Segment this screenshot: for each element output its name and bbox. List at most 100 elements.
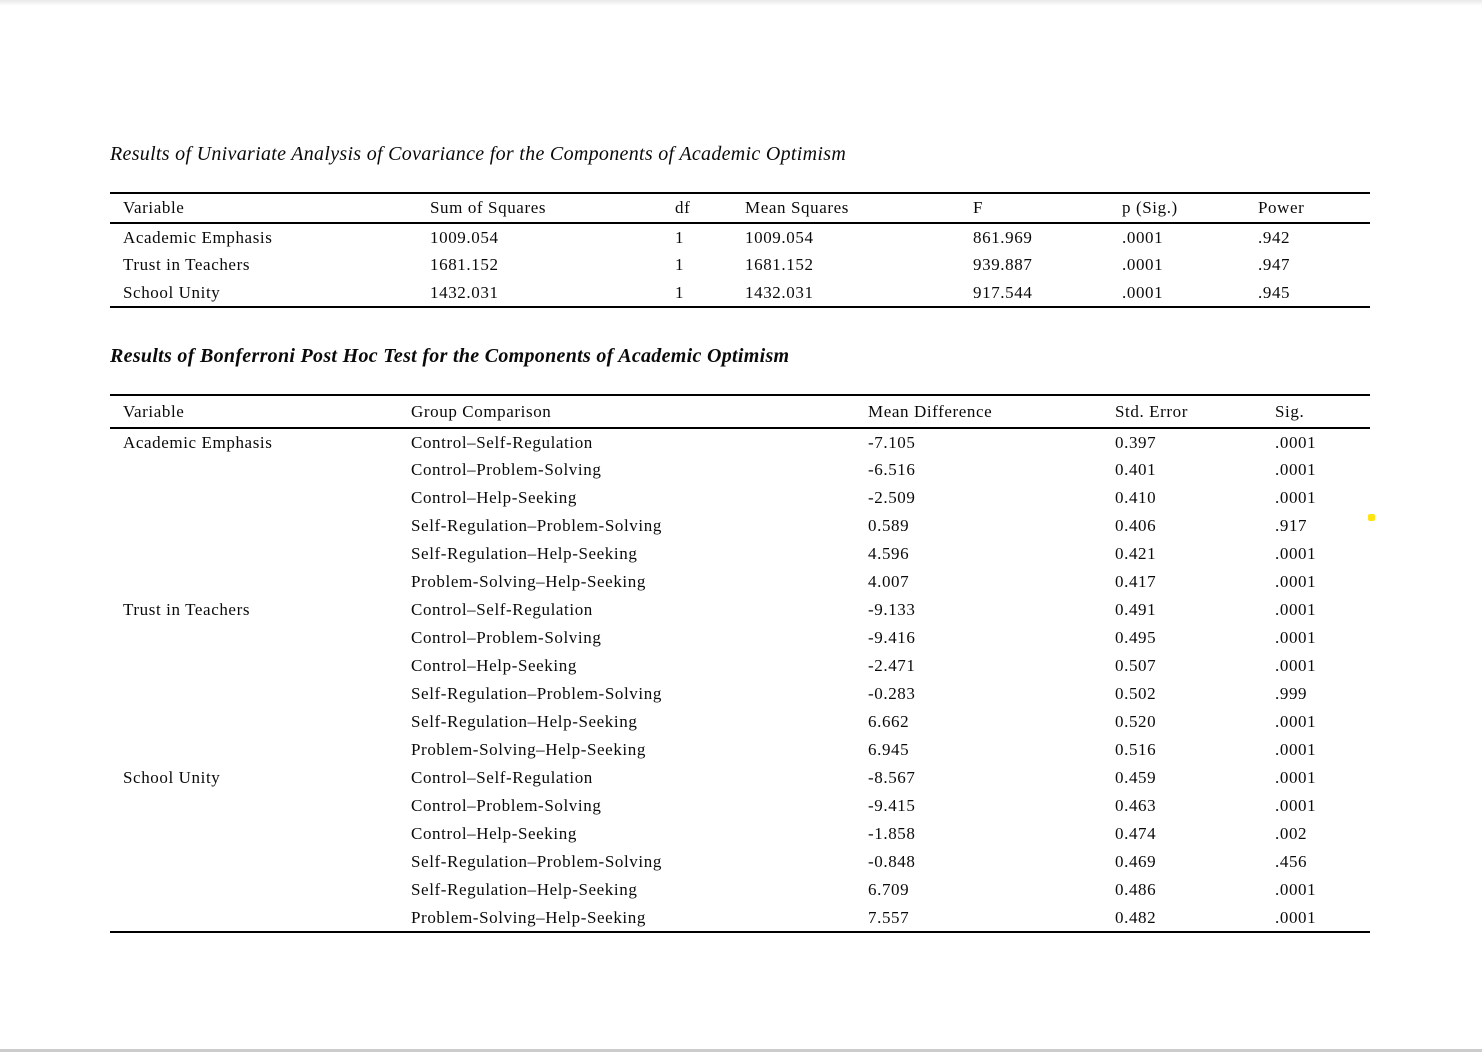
cell-std-error: 0.486 xyxy=(1115,880,1157,899)
cell-mean-difference: -1.858 xyxy=(868,824,916,843)
cell-variable xyxy=(110,904,411,932)
cell-mean-difference: -7.105 xyxy=(868,432,916,452)
cell-variable xyxy=(110,792,411,820)
cell-sig: .456 xyxy=(1275,852,1308,871)
cell-std-error: 0.520 xyxy=(1115,712,1157,731)
cell-sum-of-squares: 1432.031 xyxy=(430,282,499,302)
cell-mean-difference: -9.415 xyxy=(868,796,916,815)
table-row: Self-Regulation–Problem-Solving 0.589 0.40… xyxy=(110,512,1370,540)
cell-variable xyxy=(110,736,411,764)
cell-p-sig: .0001 xyxy=(1122,255,1164,274)
cell-p-sig: .0001 xyxy=(1122,227,1164,247)
table-row: Control–Problem-Solving -9.415 0.463 .0001 xyxy=(110,792,1370,820)
cell-variable xyxy=(110,708,411,736)
table-row: Self-Regulation–Problem-Solving -0.848 0.4… xyxy=(110,848,1370,876)
cell-mean-difference: -0.848 xyxy=(868,852,916,871)
cell-mean-difference: 6.945 xyxy=(868,740,910,759)
table-row: Problem-Solving–Help-Seeking 6.945 0.516 .0… xyxy=(110,736,1370,764)
posthoc-table-body: Academic Emphasis Control–Self-Regulation… xyxy=(110,428,1370,932)
cell-comparison: Self-Regulation–Help-Seeking xyxy=(411,880,638,899)
cell-sig: .002 xyxy=(1275,824,1308,843)
cell-variable: Academic Emphasis xyxy=(123,227,273,247)
header-row: Variable Sum of Squares df Mean Squares … xyxy=(110,193,1370,223)
cell-variable xyxy=(110,848,411,876)
cell-df: 1 xyxy=(675,282,685,302)
cell-sig: .0001 xyxy=(1275,600,1317,619)
cell-mean-squares: 1681.152 xyxy=(745,255,814,274)
cell-sig: .0001 xyxy=(1275,768,1317,787)
cell-f: 861.969 xyxy=(973,227,1033,247)
cell-mean-difference: -9.416 xyxy=(868,628,916,647)
cell-variable xyxy=(110,624,411,652)
table-row: Control–Help-Seeking -2.471 0.507 .0001 xyxy=(110,652,1370,680)
cell-comparison: Control–Self-Regulation xyxy=(411,432,593,452)
cell-variable xyxy=(110,456,411,484)
cell-power: .945 xyxy=(1258,282,1291,302)
column-header-f: F xyxy=(973,198,984,217)
cell-mean-difference: 6.662 xyxy=(868,712,910,731)
cell-std-error: 0.459 xyxy=(1115,768,1157,787)
table-row: Problem-Solving–Help-Seeking 7.557 0.482 .0… xyxy=(110,904,1370,932)
cell-variable xyxy=(110,484,411,512)
column-header-mean-squares: Mean Squares xyxy=(745,198,849,217)
cell-comparison: Self-Regulation–Problem-Solving xyxy=(411,684,662,703)
cell-f: 939.887 xyxy=(973,255,1033,274)
cell-comparison: Control–Help-Seeking xyxy=(411,824,577,843)
table-row: Academic Emphasis Control–Self-Regulation… xyxy=(110,428,1370,456)
cell-std-error: 0.474 xyxy=(1115,824,1157,843)
cell-mean-difference: 7.557 xyxy=(868,907,910,927)
cell-comparison: Control–Self-Regulation xyxy=(411,600,593,619)
cell-sig: .0001 xyxy=(1275,740,1317,759)
cell-mean-difference: 6.709 xyxy=(868,880,910,899)
ancova-table: Variable Sum of Squares df Mean Squares … xyxy=(110,192,1370,308)
cell-variable xyxy=(110,876,411,904)
cell-std-error: 0.495 xyxy=(1115,628,1157,647)
table-row: Academic Emphasis 1009.054 1 1009.054 861.96… xyxy=(110,223,1370,251)
cell-f: 917.544 xyxy=(973,282,1033,302)
cell-comparison: Self-Regulation–Problem-Solving xyxy=(411,516,662,535)
cell-mean-difference: 0.589 xyxy=(868,516,910,535)
cell-std-error: 0.463 xyxy=(1115,796,1157,815)
cell-mean-squares: 1009.054 xyxy=(745,227,814,247)
cell-variable xyxy=(110,820,411,848)
posthoc-table: Variable Group Comparison Mean Differenc… xyxy=(110,394,1370,933)
cell-comparison: Self-Regulation–Problem-Solving xyxy=(411,852,662,871)
cell-comparison: Control–Problem-Solving xyxy=(411,628,602,647)
cell-df: 1 xyxy=(675,255,685,274)
cell-std-error: 0.421 xyxy=(1115,544,1157,563)
cell-comparison: Self-Regulation–Help-Seeking xyxy=(411,712,638,731)
column-header-power: Power xyxy=(1258,198,1305,217)
table-row: Trust in Teachers 1681.152 1 1681.152 939.88… xyxy=(110,251,1370,279)
cell-df: 1 xyxy=(675,227,685,247)
column-header-p-sig: p (Sig.) xyxy=(1122,198,1178,217)
cell-sig: .0001 xyxy=(1275,796,1317,815)
cell-sig: .0001 xyxy=(1275,572,1317,591)
cell-variable: School Unity xyxy=(123,768,221,787)
cell-sig: .0001 xyxy=(1275,460,1317,479)
ancova-table-body: Academic Emphasis 1009.054 1 1009.054 861.96… xyxy=(110,223,1370,307)
cell-mean-difference: -2.509 xyxy=(868,488,916,507)
cell-sig: .0001 xyxy=(1275,880,1317,899)
cell-mean-difference: -2.471 xyxy=(868,656,916,675)
table-row: Self-Regulation–Problem-Solving -0.283 0.5… xyxy=(110,680,1370,708)
yellow-highlight-dot xyxy=(1368,514,1375,521)
table-row: Control–Problem-Solving -6.516 0.401 .0001 xyxy=(110,456,1370,484)
table-row: School Unity Control–Self-Regulation -8.56… xyxy=(110,764,1370,792)
column-header-df: df xyxy=(675,198,691,217)
posthoc-table-header: Variable Group Comparison Mean Differenc… xyxy=(110,395,1370,428)
cell-std-error: 0.410 xyxy=(1115,488,1157,507)
cell-comparison: Control–Self-Regulation xyxy=(411,768,593,787)
column-header-variable: Variable xyxy=(123,401,185,421)
cell-mean-difference: -6.516 xyxy=(868,460,916,479)
table-row: Problem-Solving–Help-Seeking 4.007 0.417 .0… xyxy=(110,568,1370,596)
column-header-group-comparison: Group Comparison xyxy=(411,401,552,421)
table-row: School Unity 1432.031 1 1432.031 917.544 .000… xyxy=(110,279,1370,307)
cell-mean-difference: -8.567 xyxy=(868,768,916,787)
cell-mean-difference: -9.133 xyxy=(868,600,916,619)
table-row: Self-Regulation–Help-Seeking 6.662 0.520 .0… xyxy=(110,708,1370,736)
cell-comparison: Problem-Solving–Help-Seeking xyxy=(411,572,646,591)
column-header-std-error: Std. Error xyxy=(1115,401,1189,421)
cell-comparison: Problem-Solving–Help-Seeking xyxy=(411,740,646,759)
cell-std-error: 0.417 xyxy=(1115,572,1157,591)
cell-sig: .0001 xyxy=(1275,432,1317,452)
